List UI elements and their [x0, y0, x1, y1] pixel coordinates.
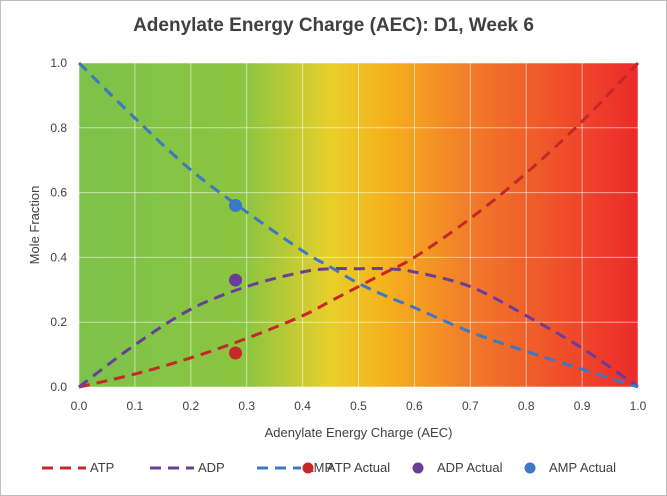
- legend-item-amp: AMP: [257, 460, 333, 475]
- x-tick-label: 1.0: [630, 399, 647, 413]
- x-tick-label: 0.0: [71, 399, 88, 413]
- y-tick-label: 0.4: [50, 250, 67, 264]
- point-adp-actual: [229, 273, 243, 287]
- y-tick-label: 0.8: [50, 121, 67, 135]
- series-line-atp: [78, 61, 640, 389]
- legend-item-atp-actual: ATP Actual: [302, 460, 390, 475]
- legend-label: AMP Actual: [549, 460, 616, 475]
- y-tick-label: 0.6: [50, 186, 67, 200]
- legend-swatch-marker: [302, 462, 314, 474]
- x-tick-label: 0.8: [518, 399, 535, 413]
- actual-points: [229, 199, 243, 360]
- y-axis-ticks: 0.0 0.2 0.4 0.6 0.8 1.0: [50, 56, 67, 394]
- legend-item-adp-actual: ADP Actual: [412, 460, 503, 475]
- x-tick-label: 0.3: [238, 399, 255, 413]
- x-axis-ticks: 0.0 0.1 0.2 0.3 0.4 0.5 0.6 0.7 0.8 0.9 1.0: [71, 399, 647, 413]
- y-tick-label: 0.0: [50, 380, 67, 394]
- y-tick-label: 0.2: [50, 315, 67, 329]
- series-line-adp: [78, 267, 639, 389]
- legend-label: ATP: [90, 460, 114, 475]
- point-atp-actual: [229, 346, 243, 360]
- legend-swatch-marker: [524, 462, 536, 474]
- legend-swatch-marker: [412, 462, 424, 474]
- x-tick-label: 0.7: [462, 399, 479, 413]
- chart-title: Adenylate Energy Charge (AEC): D1, Week …: [133, 15, 534, 36]
- x-tick-label: 0.4: [294, 399, 311, 413]
- legend-label: ADP Actual: [437, 460, 503, 475]
- series-line-amp: [77, 61, 639, 389]
- x-axis-label: Adenylate Energy Charge (AEC): [265, 425, 453, 440]
- x-tick-label: 0.5: [350, 399, 367, 413]
- series-lines: [77, 61, 640, 389]
- y-axis-label: Mole Fraction: [27, 186, 42, 265]
- grid-lines: [78, 62, 639, 388]
- x-tick-label: 0.1: [127, 399, 144, 413]
- x-tick-label: 0.6: [406, 399, 423, 413]
- legend-item-atp: ATP: [42, 460, 114, 475]
- x-tick-label: 0.2: [182, 399, 199, 413]
- legend-item-amp-actual: AMP Actual: [524, 460, 616, 475]
- legend-label: ADP: [198, 460, 225, 475]
- legend-item-adp: ADP: [150, 460, 225, 475]
- point-amp-actual: [229, 199, 243, 213]
- y-tick-label: 1.0: [50, 56, 67, 70]
- legend-label: ATP Actual: [327, 460, 390, 475]
- x-tick-label: 0.9: [574, 399, 591, 413]
